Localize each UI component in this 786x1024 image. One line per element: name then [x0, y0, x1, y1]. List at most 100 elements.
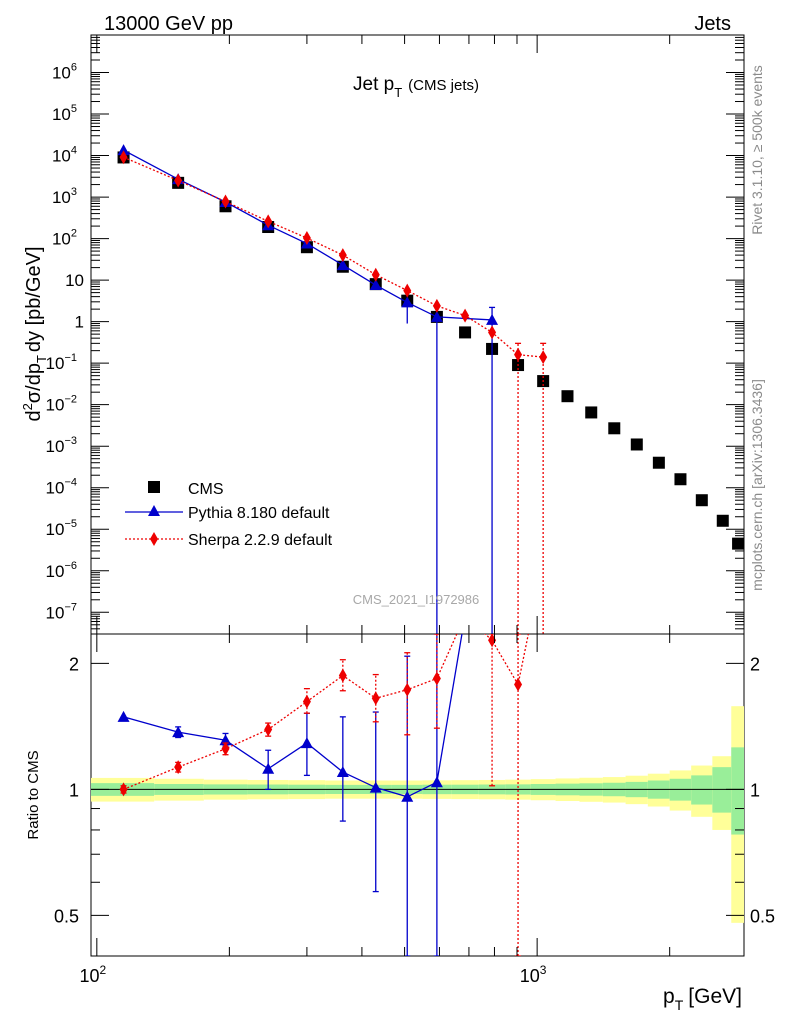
main-ylabel-sup: 2: [20, 403, 35, 410]
band-inner: [691, 775, 713, 805]
y-tick-label-exp: −4: [64, 477, 77, 489]
data-point: [302, 231, 311, 246]
ratio-tick-label: 1: [69, 780, 79, 800]
ratio-point: [300, 737, 313, 749]
y-tick-label: 102: [52, 228, 77, 249]
y-tick-label: 10−2: [46, 394, 77, 415]
ratio-point: [371, 691, 380, 706]
data-point: [486, 313, 499, 325]
main-ylabel-d: d: [23, 410, 45, 421]
x-tick-label: 103: [520, 963, 547, 986]
data-point: [514, 347, 523, 362]
main-ylabel-end: dy [pb/GeV]: [23, 246, 45, 352]
ratio-point: [174, 760, 183, 775]
data-point: [403, 283, 412, 298]
data-point: [539, 350, 548, 365]
y-tick-label-exp: 6: [71, 61, 77, 73]
y-tick-label: 1: [75, 313, 84, 332]
ratio-tick-label-right: 0.5: [750, 906, 775, 926]
data-point: [695, 494, 708, 507]
y-tick-label-exp: −3: [64, 435, 77, 447]
data-point: [401, 296, 414, 308]
data-point: [264, 214, 273, 229]
ratio-point: [119, 782, 128, 797]
y-tick-label-exp: −7: [64, 601, 77, 613]
main-series: [117, 144, 745, 634]
main-ylabel-sub: T: [34, 355, 49, 363]
ratio-point: [430, 776, 443, 788]
ratio-bands: [91, 706, 744, 923]
main-ylabel-mid: σ/dp: [23, 363, 45, 403]
ratio-point: [514, 677, 523, 692]
y-tick-label: 10−3: [46, 435, 77, 456]
ratio-point: [432, 671, 441, 686]
header-left: 13000 GeV pp: [104, 13, 233, 35]
legend-label-pythia: Pythia 8.180 default: [188, 505, 330, 522]
ratio-y-axis-label: Ratio to CMS: [25, 750, 42, 839]
data-point: [117, 144, 130, 156]
legend-marker-pythia: [148, 505, 160, 516]
data-point: [732, 537, 745, 550]
chart-title-sub: T: [394, 85, 402, 100]
data-point: [585, 406, 598, 419]
x-tick-label-exp: 3: [540, 963, 547, 977]
ratio-tick-label-right: 2: [750, 654, 760, 674]
data-point: [461, 308, 470, 323]
ratio-point: [117, 710, 130, 722]
data-point: [221, 194, 230, 209]
x-tick-label: 102: [79, 963, 106, 986]
y-tick-label: 10: [65, 271, 84, 290]
y-tick-label-exp: −2: [64, 394, 77, 406]
data-point: [369, 279, 382, 291]
x-tick-label-exp: 2: [99, 963, 106, 977]
watermark: CMS_2021_I1972986: [353, 592, 480, 607]
ratio-line-1: [123, 634, 530, 790]
main-y-axis-label: d2σ/dpTdy [pb/GeV]: [20, 246, 49, 421]
x-axis-label: pT [GeV]: [663, 985, 742, 1013]
band-inner: [731, 747, 744, 835]
xlabel-unit: [GeV]: [688, 985, 742, 1008]
data-point: [459, 326, 472, 339]
data-point: [371, 267, 380, 282]
chart-title-paren: (CMS jets): [408, 77, 479, 94]
ratio-point: [336, 766, 349, 778]
data-point: [488, 325, 497, 340]
y-tick-label: 10−4: [46, 477, 77, 498]
rivet-version-text: Rivet 3.1.10, ≥ 500k events: [749, 65, 765, 235]
ratio-tick-label: 2: [69, 654, 79, 674]
data-point: [338, 248, 347, 263]
ratio-panel: 0.5 0.5 1 1 2 2 Ratio to CMS: [25, 633, 775, 957]
ratio-point: [401, 790, 414, 802]
mcplots-text: mcplots.cern.ch [arXiv:1306.3436]: [749, 379, 765, 591]
legend-label-sherpa: Sherpa 2.2.9 default: [188, 532, 333, 549]
main-y-ticks: 10610510410310210110−110−210−310−410−510…: [46, 34, 744, 635]
xlabel-main: p: [663, 985, 675, 1008]
y-tick-label: 10−7: [46, 601, 77, 622]
ratio-point: [262, 762, 275, 774]
y-tick-label: 104: [52, 145, 77, 166]
data-point: [630, 438, 643, 451]
ratio-point: [369, 781, 382, 793]
y-tick-label-exp: 3: [71, 186, 77, 198]
chart-title-main: Jet p: [353, 74, 394, 95]
data-point: [674, 473, 687, 486]
y-tick-label: 103: [52, 186, 77, 207]
xlabel-sub: T: [675, 997, 684, 1013]
legend-marker-cms: [148, 481, 160, 493]
y-tick-label-exp: 4: [71, 145, 77, 157]
ratio-point: [221, 741, 230, 756]
ratio-point: [338, 668, 347, 683]
data-point: [430, 310, 443, 322]
data-point: [432, 298, 441, 313]
legend-label-cms: CMS: [188, 481, 224, 498]
y-tick-label-exp: −1: [64, 352, 77, 364]
ratio-tick-label-right: 1: [750, 780, 760, 800]
y-tick-label: 105: [52, 103, 77, 124]
data-point: [652, 456, 665, 469]
data-point: [608, 422, 621, 435]
ratio-point: [172, 726, 185, 738]
ratio-series: [117, 634, 530, 956]
data-point: [336, 259, 349, 271]
y-tick-label: 10−6: [46, 560, 77, 581]
